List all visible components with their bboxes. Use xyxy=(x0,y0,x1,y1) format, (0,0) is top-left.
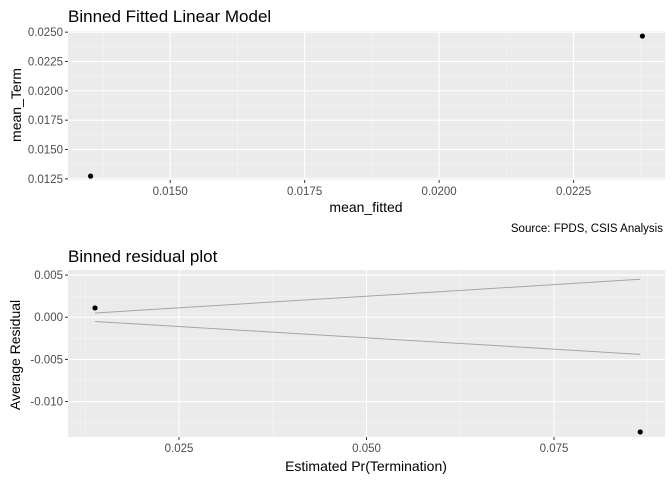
y-axis-label: Average Residual xyxy=(7,300,23,410)
x-tick-label: 0.075 xyxy=(540,443,569,455)
x-tick-label: 0.050 xyxy=(352,443,381,455)
y-tick-labels: 0.005 0.000 -0.005 -0.010 xyxy=(30,270,68,409)
chart-title: Binned Fitted Linear Model xyxy=(68,7,271,26)
y-tick-label: 0.000 xyxy=(34,312,63,324)
y-axis-label: mean_Term xyxy=(8,68,24,142)
y-tick-label: 0.0150 xyxy=(28,144,63,156)
x-tick-label: 0.0175 xyxy=(287,186,322,198)
x-tick-label: 0.0200 xyxy=(422,186,457,198)
data-point xyxy=(639,33,646,39)
data-points xyxy=(87,33,646,179)
gridlines xyxy=(68,31,665,180)
error-band-line xyxy=(94,320,641,355)
x-tick-label: 0.025 xyxy=(165,443,194,455)
source-caption: Source: FPDS, CSIS Analysis xyxy=(511,223,663,235)
y-tick-label: 0.0200 xyxy=(28,86,63,98)
data-point xyxy=(637,429,643,435)
binned-fitted-chart: Binned Fitted Linear Model 0.01250.01500… xyxy=(8,7,665,235)
x-tick-label: 0.0150 xyxy=(153,186,188,198)
chart-title: Binned residual plot xyxy=(68,247,218,266)
binned-residual-chart: Binned residual plot 0.005 0.000 -0.005 -0.… xyxy=(7,247,665,474)
y-tick-label: -0.005 xyxy=(30,354,63,366)
data-point xyxy=(92,305,98,311)
x-tick-label: 0.0225 xyxy=(556,186,591,198)
data-points xyxy=(92,305,643,435)
x-tick-labels: 0.0150 0.0175 0.0200 0.0225 xyxy=(153,180,591,198)
y-tick-label: -0.010 xyxy=(30,397,63,409)
y-tick-label: 0.0250 xyxy=(28,27,63,39)
y-tick-label: 0.0125 xyxy=(28,174,63,186)
data-point xyxy=(87,173,94,179)
y-tick-label: 0.0175 xyxy=(28,115,63,127)
error-bands xyxy=(94,278,641,355)
x-tick-labels: 0.025 0.050 0.075 xyxy=(165,437,569,455)
x-axis-label: Estimated Pr(Termination) xyxy=(285,458,447,474)
y-tick-labels: 0.0125 0.0150 0.0175 0.0200 0.0225 0.0250 xyxy=(28,27,68,186)
x-axis-label: mean_fitted xyxy=(329,199,402,215)
y-tick-label: 0.0225 xyxy=(28,57,63,69)
error-band-line xyxy=(94,278,641,314)
y-tick-label: 0.005 xyxy=(34,270,63,282)
